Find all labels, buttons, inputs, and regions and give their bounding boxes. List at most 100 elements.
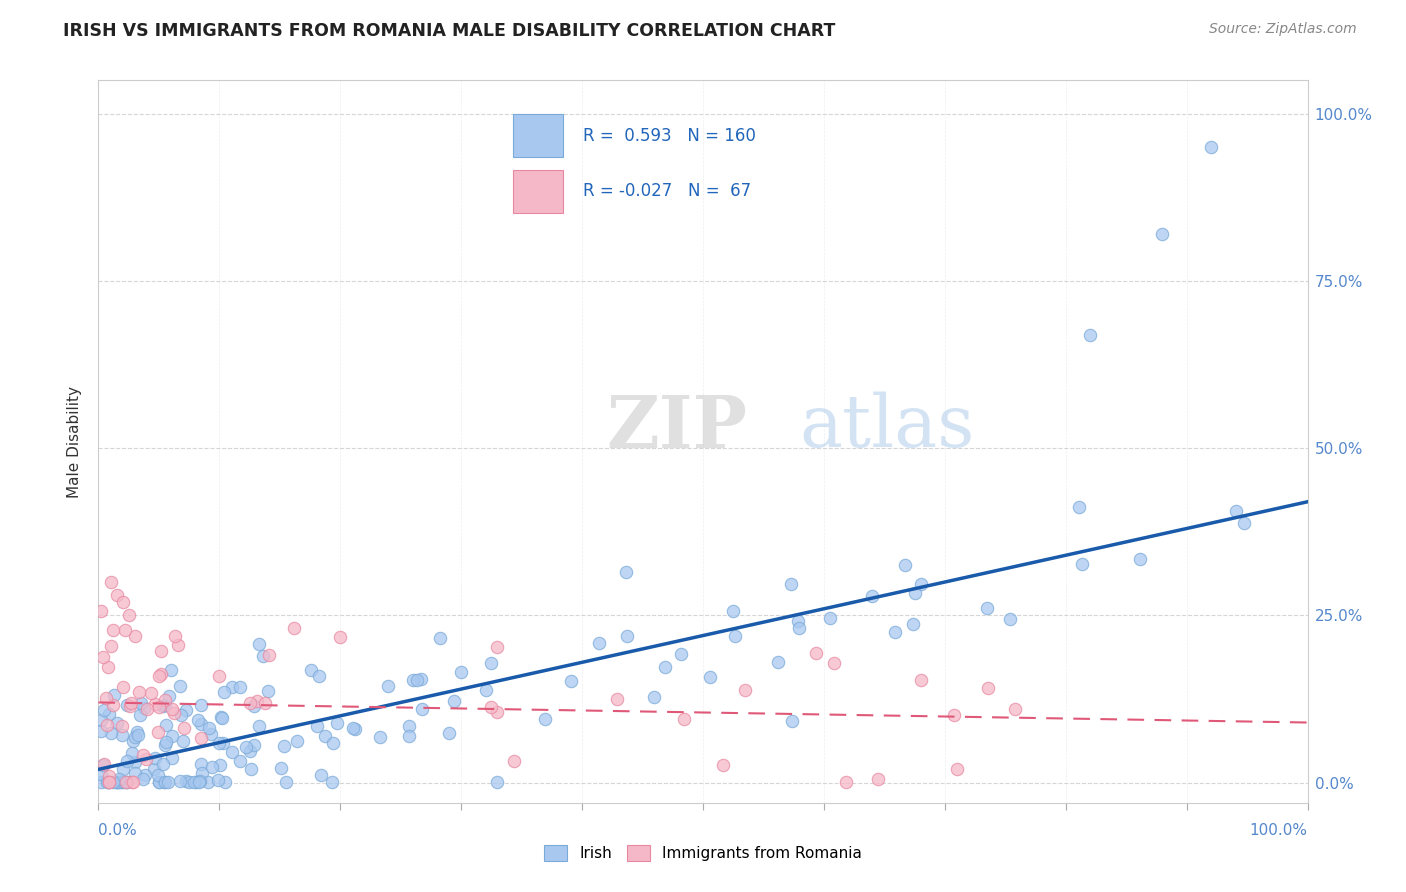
Point <box>120 698 142 713</box>
Point <box>314 729 336 743</box>
Y-axis label: Male Disability: Male Disability <box>67 385 83 498</box>
Point <box>643 690 665 704</box>
Point <box>943 707 966 722</box>
Point <box>259 648 281 662</box>
Point <box>901 617 924 632</box>
Point <box>780 714 803 728</box>
Point <box>322 736 344 750</box>
Point <box>101 698 124 713</box>
Point <box>112 762 135 776</box>
Point <box>174 774 197 789</box>
Point <box>368 731 391 745</box>
Point <box>159 663 181 677</box>
Point <box>344 723 367 737</box>
Point <box>190 731 212 745</box>
Point <box>884 625 907 640</box>
Point <box>406 673 429 688</box>
Point <box>560 673 582 688</box>
Point <box>207 772 229 787</box>
Point <box>211 710 233 724</box>
Point <box>105 775 128 789</box>
Point <box>311 768 333 782</box>
Point <box>786 614 808 628</box>
Point <box>97 775 120 789</box>
Point <box>139 686 162 700</box>
Point <box>108 772 131 786</box>
Point <box>134 701 156 715</box>
Point <box>170 707 193 722</box>
Point <box>533 712 555 726</box>
Point <box>173 721 195 735</box>
Point <box>90 604 112 618</box>
Point <box>1078 327 1101 342</box>
Point <box>90 724 112 739</box>
Point <box>699 670 721 684</box>
Point <box>308 669 330 683</box>
Point <box>654 660 676 674</box>
Point <box>121 734 143 748</box>
Point <box>398 729 420 743</box>
Point <box>91 649 114 664</box>
Point <box>342 721 364 735</box>
Point <box>1004 701 1026 715</box>
Point <box>479 656 502 670</box>
Point <box>211 735 233 749</box>
Text: 100.0%: 100.0% <box>1250 822 1308 838</box>
Point <box>160 702 183 716</box>
Point <box>183 775 205 789</box>
Point <box>672 712 695 726</box>
Point <box>377 680 399 694</box>
Point <box>1225 504 1247 518</box>
Point <box>246 694 269 708</box>
Point <box>411 702 433 716</box>
Point <box>153 775 176 789</box>
Point <box>111 728 134 742</box>
Point <box>479 700 502 714</box>
Point <box>160 751 183 765</box>
Point <box>411 673 433 687</box>
Text: IRISH VS IMMIGRANTS FROM ROMANIA MALE DISABILITY CORRELATION CHART: IRISH VS IMMIGRANTS FROM ROMANIA MALE DI… <box>63 22 835 40</box>
Point <box>229 754 252 768</box>
Point <box>946 762 969 776</box>
Point <box>98 706 121 721</box>
Point <box>209 710 232 724</box>
Point <box>90 766 112 780</box>
Point <box>105 716 128 731</box>
Point <box>329 631 352 645</box>
Point <box>734 682 756 697</box>
Point <box>229 680 252 694</box>
Point <box>1199 140 1222 154</box>
Point <box>787 622 810 636</box>
Point <box>145 698 167 712</box>
Point <box>910 673 932 687</box>
Point <box>107 775 129 789</box>
Point <box>103 775 125 789</box>
Point <box>197 775 219 789</box>
Point <box>96 718 118 732</box>
Point <box>163 706 186 720</box>
Point <box>188 775 211 789</box>
Point <box>125 725 148 739</box>
Point <box>115 754 138 768</box>
Point <box>1070 557 1092 571</box>
Point <box>132 748 155 763</box>
Point <box>179 775 201 789</box>
Point <box>616 628 638 642</box>
Point <box>474 682 496 697</box>
Text: ZIP: ZIP <box>606 392 747 463</box>
Point <box>1233 516 1256 531</box>
Point <box>768 655 790 669</box>
Point <box>136 702 159 716</box>
Point <box>671 647 693 661</box>
Point <box>904 586 927 600</box>
Point <box>152 699 174 714</box>
Point <box>606 692 628 706</box>
Point <box>105 589 128 603</box>
Point <box>253 696 276 710</box>
Point <box>128 685 150 699</box>
Point <box>208 758 231 772</box>
Point <box>486 705 509 719</box>
Point <box>486 775 509 789</box>
Point <box>148 775 170 789</box>
Point <box>148 668 170 682</box>
